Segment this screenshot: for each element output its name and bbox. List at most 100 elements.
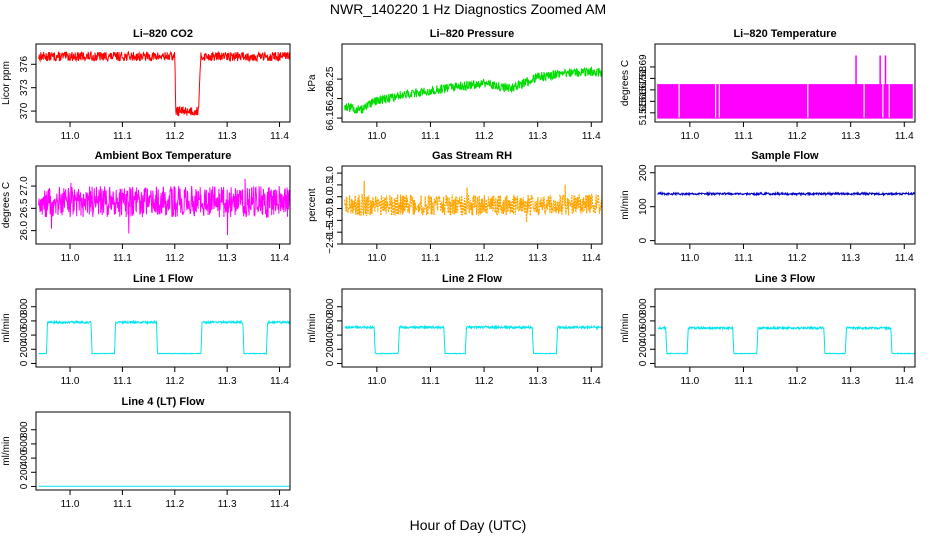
- x-tick-label: 11.4: [270, 131, 289, 142]
- x-tick-label: 11.0: [61, 253, 80, 264]
- series-line: [657, 324, 915, 355]
- y-tick-label: 200: [325, 340, 336, 357]
- x-tick-label: 11.1: [734, 376, 753, 387]
- x-tick-label: 11.1: [421, 131, 440, 142]
- chart-title: Line 1 Flow: [133, 273, 193, 285]
- chart-title: Li–820 Temperature: [733, 28, 836, 40]
- y-tick-label: 51.67: [638, 77, 649, 102]
- chart-line3-flow: Line 3 Flow ml/min 11.0 11.1 11.2 11.3 11.4 0 20…: [620, 273, 916, 387]
- y-tick-label: −1.5: [325, 222, 336, 242]
- y-tick-label: 51.68: [638, 65, 649, 90]
- x-tick-label: 11.1: [734, 253, 753, 264]
- y-tick-label: 400: [19, 449, 30, 466]
- series-line: [657, 190, 915, 197]
- y-axis-label: degrees C: [1, 182, 12, 228]
- x-tick-label: 11.1: [113, 253, 132, 264]
- x-tick-label: 11.3: [841, 253, 860, 264]
- y-tick-label: 600: [19, 312, 30, 329]
- y-tick-label: 800: [19, 298, 30, 315]
- y-tick-label: −2.0: [325, 234, 336, 254]
- x-tick-label: 11.4: [895, 253, 914, 264]
- chart-title: Ambient Box Temperature: [95, 150, 232, 162]
- chart-title: Li–820 CO2: [133, 28, 193, 40]
- y-axis-label: degrees C: [620, 60, 631, 106]
- y-axis-label: ml/min: [620, 190, 631, 219]
- chart-licor-temp: Li–820 Temperature degrees C 11.0 11.1 11.2 1…: [620, 28, 916, 142]
- y-tick-label: 0: [19, 360, 30, 366]
- y-tick-label: 600: [325, 312, 336, 329]
- x-tick-label: 11.4: [895, 131, 914, 142]
- y-axis-label: ml/min: [620, 313, 631, 342]
- x-tick-label: 11.1: [113, 499, 132, 510]
- series-line: [657, 84, 913, 119]
- x-tick-label: 11.1: [113, 131, 132, 142]
- x-tick-label: 11.4: [895, 376, 914, 387]
- y-tick-label: 800: [638, 298, 649, 315]
- chart-co2: Li–820 CO2 Licor ppm 11.0 11.1 11.2 11.3 11.4 3…: [1, 28, 291, 142]
- y-axis-label: kPa: [307, 74, 318, 92]
- y-tick-label: 51.66: [638, 88, 649, 113]
- x-tick-label: 11.3: [528, 253, 547, 264]
- chart-title: Line 2 Flow: [442, 273, 502, 285]
- series-line: [344, 324, 602, 356]
- y-tick-label: 0: [638, 360, 649, 366]
- chart-title: Gas Stream RH: [432, 150, 512, 162]
- x-tick-label: 11.3: [528, 376, 547, 387]
- y-tick-label: 66.15: [325, 105, 336, 130]
- x-axis-label: Hour of Day (UTC): [409, 517, 527, 533]
- x-tick-label: 11.0: [61, 499, 80, 510]
- y-axis-label: ml/min: [1, 313, 12, 342]
- x-tick-label: 11.3: [218, 253, 237, 264]
- y-tick-label: 373: [19, 79, 30, 96]
- y-tick-label: 400: [325, 326, 336, 343]
- x-tick-label: 11.0: [680, 253, 699, 264]
- y-tick-label: 51.69: [638, 54, 649, 79]
- y-tick-label: 200: [638, 164, 649, 181]
- x-tick-label: 11.2: [165, 253, 184, 264]
- x-tick-label: 11.2: [165, 376, 184, 387]
- x-tick-label: 11.0: [367, 253, 386, 264]
- chart-title: Li–820 Pressure: [430, 28, 514, 40]
- plot-box: [35, 411, 291, 491]
- x-tick-label: 11.2: [475, 253, 494, 264]
- y-tick-label: 26.0: [19, 220, 30, 240]
- y-tick-label: 200: [19, 340, 30, 357]
- y-tick-label: 27.0: [19, 176, 30, 196]
- y-tick-label: 0.5: [325, 178, 336, 192]
- y-tick-label: 66.25: [325, 66, 336, 91]
- y-tick-label: 100: [638, 198, 649, 215]
- series-line: [344, 180, 602, 223]
- y-tick-label: 0: [19, 483, 30, 489]
- x-tick-label: 11.2: [788, 253, 807, 264]
- plot-box: [341, 288, 603, 368]
- y-axis-label: ml/min: [307, 313, 318, 342]
- x-tick-label: 11.4: [270, 253, 289, 264]
- x-tick-label: 11.0: [61, 376, 80, 387]
- chart-title: Sample Flow: [751, 150, 819, 162]
- y-axis-label: percent: [307, 188, 318, 222]
- y-tick-label: 600: [19, 435, 30, 452]
- plot-box: [35, 288, 291, 368]
- x-tick-label: 11.0: [367, 131, 386, 142]
- y-tick-label: 400: [19, 326, 30, 343]
- x-tick-label: 11.1: [421, 376, 440, 387]
- y-tick-label: 0: [325, 360, 336, 366]
- x-tick-label: 11.3: [218, 376, 237, 387]
- plot-box: [341, 165, 603, 245]
- series-line: [38, 319, 290, 355]
- plot-box: [654, 43, 916, 123]
- y-tick-label: 0.0: [325, 189, 336, 203]
- x-tick-label: 11.1: [734, 131, 753, 142]
- y-tick-label: 1.0: [325, 166, 336, 180]
- y-tick-label: 400: [638, 326, 649, 343]
- x-tick-label: 11.3: [841, 131, 860, 142]
- y-tick-label: 66.20: [325, 86, 336, 111]
- x-tick-label: 11.0: [680, 131, 699, 142]
- chart-title: Line 3 Flow: [755, 273, 815, 285]
- x-tick-label: 11.1: [113, 376, 132, 387]
- series-line: [38, 50, 290, 117]
- x-tick-label: 11.2: [475, 376, 494, 387]
- x-tick-label: 11.3: [841, 376, 860, 387]
- x-tick-label: 11.2: [788, 376, 807, 387]
- y-tick-label: −0.5: [325, 198, 336, 218]
